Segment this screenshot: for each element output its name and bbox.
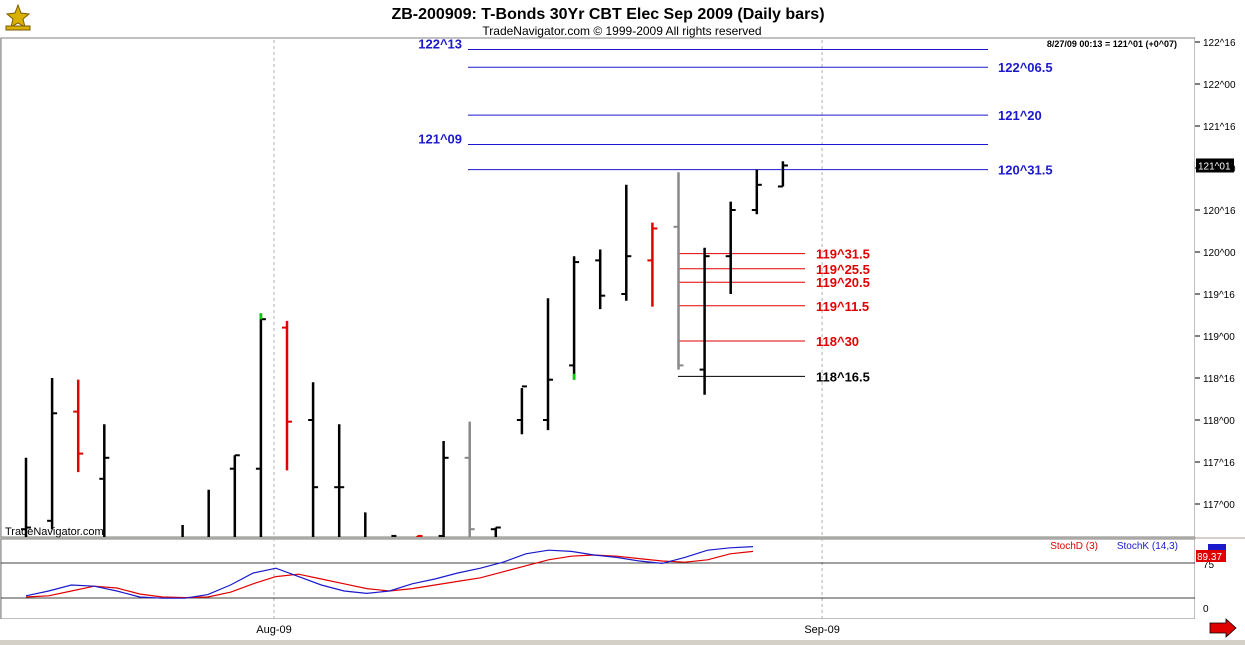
price-panel — [0, 37, 1196, 538]
trade-navigator-logo-icon[interactable] — [5, 3, 31, 31]
last-price-label: 121^01 — [1198, 161, 1231, 172]
price-axis-ticks: 122^16122^00121^16121^00120^16120^00119^… — [1195, 38, 1236, 511]
chart-title: ZB-200909: T-Bonds 30Yr CBT Elec Sep 200… — [391, 6, 824, 23]
price-tick-label: 122^16 — [1203, 38, 1236, 49]
level-label: 121^09 — [418, 131, 462, 146]
level-label: 119^25.5 — [816, 262, 870, 277]
stoch-value-box — [1196, 550, 1226, 562]
level-label: 119^31.5 — [816, 247, 870, 262]
date-axis-labels: Aug-09 Sep-09 — [256, 624, 840, 636]
scroll-right-arrow-icon[interactable] — [1209, 618, 1237, 638]
price-tick-label: 117^00 — [1203, 500, 1235, 511]
stoch-line — [25, 546, 754, 599]
level-label: 119^11.5 — [816, 299, 869, 314]
stoch-value-label: 89.37 — [1197, 552, 1222, 563]
price-tick-label: 122^00 — [1203, 80, 1236, 91]
title-bar — [0, 0, 1245, 38]
last-price-box — [1196, 158, 1234, 173]
level-label: 118^30 — [816, 334, 859, 349]
watermark-text: TradeNavigator.com — [5, 526, 104, 538]
stoch-tick-label: 0 — [1203, 604, 1209, 615]
level-label: 118^16.5 — [816, 369, 870, 384]
price-tick-label: 121^16 — [1203, 122, 1236, 133]
level-label: 120^31.5 — [998, 163, 1053, 178]
stoch-d-legend: StochD (3) — [1050, 541, 1098, 552]
stoch-k-marker — [1208, 544, 1226, 550]
stochastic-lines: 75 0 89.37 — [1, 544, 1226, 615]
price-tick-label: 118^00 — [1203, 416, 1235, 427]
price-tick-label: 119^16 — [1203, 290, 1235, 301]
stoch-panel — [0, 538, 1196, 620]
date-axis-label: Sep-09 — [804, 624, 839, 636]
date-axis-label: Aug-09 — [256, 624, 291, 636]
level-label: 122^13 — [418, 37, 462, 52]
stoch-k-legend: StochK (14,3) — [1117, 541, 1178, 552]
last-quote-text: 8/27/09 00:13 = 121^01 (+0^07) — [1047, 39, 1177, 49]
stoch-tick-label: 75 — [1203, 560, 1215, 571]
price-axis — [1195, 38, 1245, 537]
copyright-text: TradeNavigator.com © 1999-2009 All right… — [482, 24, 761, 38]
price-tick-label: 119^00 — [1203, 332, 1235, 343]
price-tick-label: 118^16 — [1203, 374, 1235, 385]
level-lines: 122^13 122^06.5 121^20 121^09 120^31.5 119^31… — [418, 37, 1052, 385]
level-label: 122^06.5 — [998, 60, 1053, 75]
price-tick-label: 117^16 — [1203, 458, 1235, 469]
grid — [273, 40, 823, 619]
price-tick-label: 120^16 — [1203, 206, 1236, 217]
price-tick-label: 120^00 — [1203, 248, 1236, 259]
level-label: 119^20.5 — [816, 275, 870, 290]
price-bars — [21, 161, 788, 537]
level-label: 121^20 — [998, 108, 1042, 123]
date-axis — [0, 619, 1245, 640]
